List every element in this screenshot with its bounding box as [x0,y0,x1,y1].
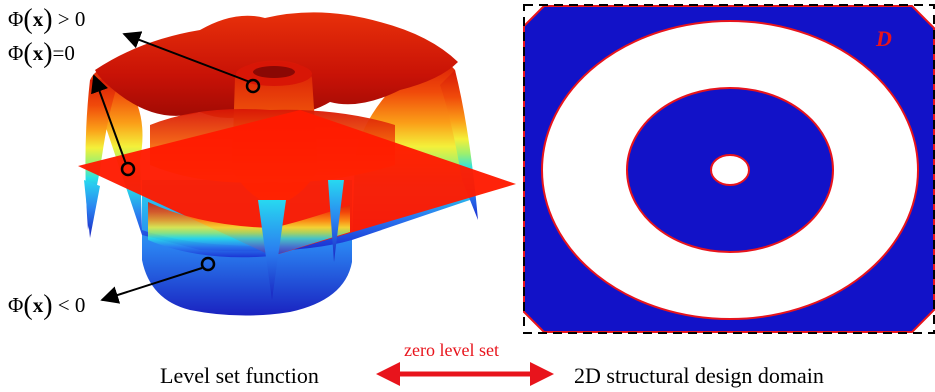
label-phi-positive: Φ(x) > 0 [8,4,85,35]
arrow-positive [122,31,251,83]
marker-positive [245,78,261,94]
domain-center-hole [710,154,750,186]
arrow-negative [100,267,203,304]
surface-spike-right [328,180,344,262]
arrow-zero [91,74,127,165]
design-domain: D [523,4,935,334]
caption-design-domain: 2D structural design domain [574,363,824,388]
red-double-arrow [376,362,554,386]
level-set-surface [78,12,516,316]
domain-letter: D [875,26,892,51]
label-phi-zero: Φ(x)=0 [8,38,75,69]
domain-dashed-border [523,4,935,334]
zero-level-plane [78,110,516,256]
caption-zero-level-set: zero level set [404,340,499,360]
marker-negative [200,256,216,272]
surface-spike-left [84,180,100,238]
label-phi-negative: Φ(x) < 0 [8,290,85,321]
marker-zero [120,161,136,177]
surface-under-plane [148,202,350,258]
surface-spike-center [258,200,286,300]
surface-center-hole [253,66,295,78]
caption-level-set-function: Level set function [160,363,319,388]
